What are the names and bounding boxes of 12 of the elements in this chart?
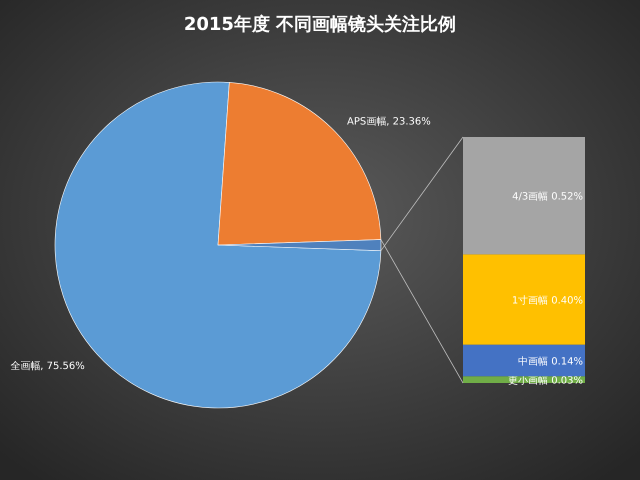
series-label: 4/3画幅 <box>512 190 548 203</box>
series-label: 1寸画幅 <box>512 294 548 306</box>
slice-label: APS画幅, 23.36% <box>347 116 431 128</box>
bar <box>463 344 585 376</box>
data-label: 0.14% <box>551 356 583 368</box>
bar <box>463 254 585 345</box>
data-label: 0.52% <box>551 192 583 203</box>
slice-label: 全画幅, 75.56% <box>10 360 85 372</box>
data-label: 0.40% <box>551 295 583 306</box>
chart-title: 2015年度 不同画幅镜头关注比例 <box>184 14 456 35</box>
bar <box>463 137 585 254</box>
series-label: 中画幅 <box>518 355 548 368</box>
